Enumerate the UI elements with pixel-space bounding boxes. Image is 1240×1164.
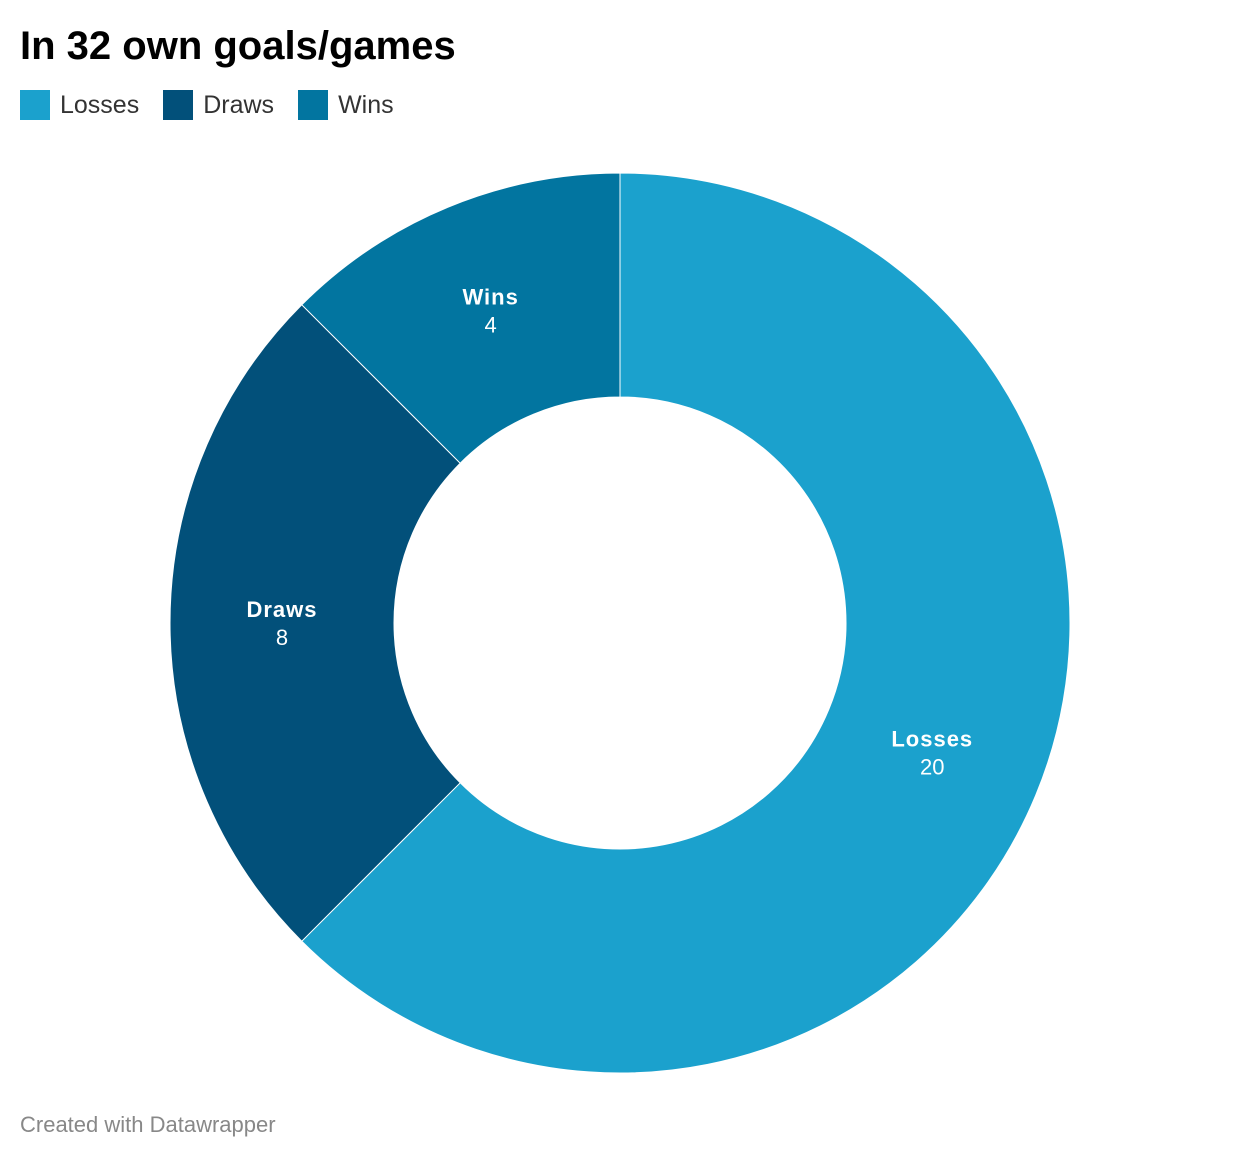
slice-wins [301,172,621,464]
slice-value-losses: 20 [920,754,944,779]
legend-swatch-wins [298,90,329,120]
legend-item-draws: Draws [163,90,274,120]
chart-legend: Losses Draws Wins [20,90,418,120]
legend-swatch-losses [20,90,50,120]
slice-losses [301,172,1071,1074]
datawrapper-credit: Created with Datawrapper [20,1112,276,1137]
legend-label-wins: Wins [338,90,394,119]
slice-value-wins: 4 [485,313,497,338]
legend-item-wins: Wins [298,90,394,120]
legend-swatch-draws [163,90,194,120]
slice-label-wins: Wins [462,285,518,310]
legend-label-losses: Losses [60,90,140,119]
chart-title: In 32 own goals/games [20,24,456,68]
slice-draws [169,304,461,942]
slice-label-draws: Draws [246,597,317,622]
legend-label-draws: Draws [203,90,275,119]
legend-item-losses: Losses [20,90,139,120]
donut-slice-labels: Losses 20 Draws 8 Wins 4 [246,285,973,780]
slice-value-draws: 8 [276,625,288,650]
donut-slices [169,172,1071,1074]
slice-label-losses: Losses [891,726,973,751]
